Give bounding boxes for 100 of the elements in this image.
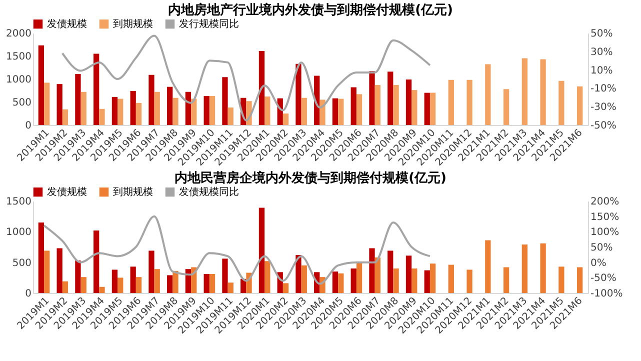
bar: [154, 269, 160, 293]
bar: [466, 80, 472, 125]
line-series: [61, 34, 431, 122]
bar: [75, 260, 81, 293]
bar: [130, 266, 136, 293]
bar: [94, 230, 100, 293]
bar: [172, 270, 178, 293]
bar: [228, 282, 234, 293]
legend-label: 发债规模: [47, 186, 87, 198]
bar: [558, 80, 564, 125]
bar: [118, 278, 124, 293]
bar: [80, 92, 86, 125]
legend-label: 到期规模: [113, 18, 153, 30]
y-tick-label: 0: [25, 288, 32, 300]
bar: [99, 108, 105, 125]
bar: [301, 265, 307, 293]
bar: [94, 54, 100, 125]
y2-tick-label: 100%: [590, 227, 620, 238]
bar: [576, 86, 583, 125]
bar: [204, 96, 210, 125]
bar: [503, 267, 510, 293]
bar: [167, 275, 173, 293]
bar: [80, 277, 86, 293]
bar: [406, 79, 412, 125]
bar: [56, 248, 62, 293]
bar: [209, 96, 216, 125]
y2-tick-label: 50%: [590, 242, 613, 254]
bar: [136, 277, 142, 293]
legend-label: 到期规模: [113, 186, 153, 198]
bar: [222, 258, 228, 293]
y2-tick-label: 150%: [590, 212, 620, 223]
y2-tick-label: -50%: [590, 120, 616, 132]
bar: [388, 72, 394, 125]
y2-tick-label: 10%: [590, 65, 613, 76]
bar: [204, 274, 210, 293]
y-tick-label: 2000: [6, 28, 32, 40]
y2-tick-label: -10%: [590, 84, 616, 95]
bar: [369, 71, 375, 125]
bar: [320, 100, 326, 125]
bar: [466, 270, 472, 293]
y-tick-label: 500: [12, 98, 32, 108]
bar: [264, 261, 270, 293]
bar: [424, 92, 430, 125]
bar: [191, 98, 197, 125]
bar: [75, 74, 81, 125]
bar: [112, 270, 118, 293]
bar: [350, 87, 356, 125]
y-tick-label: 0: [25, 120, 32, 132]
bar: [424, 270, 430, 293]
bar: [282, 114, 289, 125]
bar: [99, 286, 105, 293]
bar: [485, 240, 491, 293]
bar: [503, 89, 510, 125]
y2-tick-label: -100%: [590, 288, 623, 300]
bar: [185, 92, 192, 125]
bar: [44, 250, 50, 293]
bar: [228, 108, 234, 125]
chart-title: 内地房地产行业境内外发债与到期偿付规模(亿元): [168, 2, 453, 18]
bar: [388, 250, 394, 293]
bar: [393, 268, 399, 293]
bar: [412, 268, 418, 293]
bar: [522, 58, 528, 125]
bar: [540, 59, 546, 125]
line-series: [43, 215, 431, 285]
y2-tick-label: -30%: [590, 102, 616, 114]
bar: [430, 92, 436, 125]
bar: [264, 96, 270, 125]
legend-label: 发债规模同比: [179, 186, 239, 198]
bar: [369, 248, 375, 293]
bar: [301, 98, 307, 125]
bar: [558, 266, 564, 293]
y-tick-label: 1000: [6, 227, 32, 238]
bar: [172, 98, 178, 125]
bar: [332, 272, 338, 293]
y-tick-label: 1500: [6, 196, 32, 208]
bar: [338, 98, 344, 125]
bar: [62, 281, 68, 293]
bar: [448, 264, 454, 293]
bar: [374, 257, 380, 293]
bar: [430, 264, 436, 293]
legend-label: 发债规模: [47, 18, 87, 30]
legend-label: 发行规模同比: [179, 18, 239, 30]
bar: [338, 273, 344, 293]
bar: [406, 256, 412, 293]
bar: [209, 274, 216, 293]
bar: [148, 250, 154, 293]
bar: [522, 244, 528, 293]
bar: [356, 94, 362, 125]
bar: [167, 86, 173, 125]
bar: [332, 98, 338, 125]
y2-tick-label: 200%: [590, 196, 620, 208]
bar: [412, 90, 418, 125]
bar: [130, 90, 136, 125]
bar: [44, 82, 50, 125]
y2-tick-label: 30%: [590, 46, 613, 58]
y-tick-label: 1500: [6, 52, 32, 62]
chart-title: 内地民营房企境内外发债与到期偿付规模(亿元): [174, 170, 446, 186]
y-tick-label: 500: [12, 258, 32, 269]
bar: [38, 45, 44, 125]
bar: [393, 84, 399, 125]
